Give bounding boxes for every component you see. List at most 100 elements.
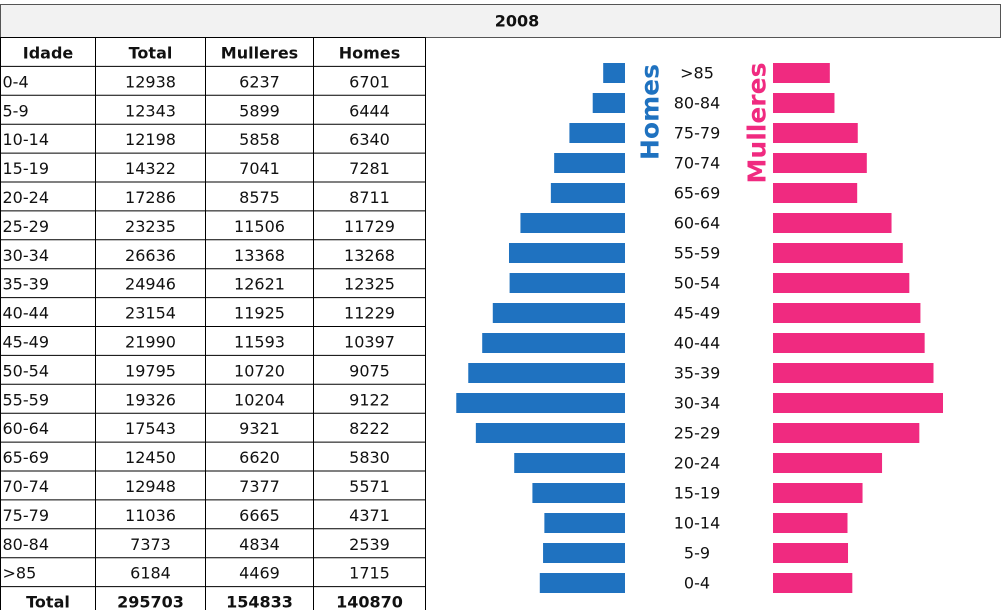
bar (773, 483, 863, 503)
table-cell: 10397 (344, 332, 395, 351)
table-cell: 13268 (344, 246, 395, 265)
bar (509, 273, 625, 293)
table-cell: 25-29 (3, 217, 50, 236)
bar (554, 153, 625, 173)
bar (520, 213, 625, 233)
table-cell: 12343 (125, 101, 176, 120)
sheet-title: 2008 (495, 12, 540, 31)
table-cell: 24946 (125, 275, 176, 294)
table-cell: 5899 (239, 101, 280, 120)
table-cell: 10720 (234, 361, 285, 380)
bar (508, 243, 625, 263)
table-cell: 6237 (239, 72, 280, 91)
age-label: 60-64 (674, 214, 721, 233)
age-label: 75-79 (674, 124, 721, 143)
table-cell: 10-14 (3, 130, 50, 149)
table-cell: 40-44 (3, 304, 50, 323)
table-cell: 9321 (239, 419, 280, 438)
bar (544, 513, 625, 533)
table-cell: 5830 (349, 448, 390, 467)
bar (773, 243, 903, 263)
table-cell: 13368 (234, 246, 285, 265)
bar (569, 123, 625, 143)
bar (773, 573, 853, 593)
table-cell: 11506 (234, 217, 285, 236)
table-cell: 11925 (234, 304, 285, 323)
table-cell: 12621 (234, 275, 285, 294)
header-cell: Total (26, 593, 70, 610)
table-cell: 5571 (349, 477, 390, 496)
bar (492, 303, 625, 323)
table-cell: 8575 (239, 188, 280, 207)
bar (539, 573, 625, 593)
table-cell: 60-64 (3, 419, 50, 438)
header-cell: 295703 (117, 593, 184, 610)
table-cell: 4469 (239, 564, 280, 583)
bar (773, 213, 892, 233)
table-cell: 11593 (234, 332, 285, 351)
table-cell: 9075 (349, 361, 390, 380)
table-cell: 80-84 (3, 535, 50, 554)
table-cell: 21990 (125, 332, 176, 351)
table-cell: 6340 (349, 130, 390, 149)
table-cell: 7041 (239, 159, 280, 178)
age-label: 80-84 (674, 94, 721, 113)
table-cell: 7373 (130, 535, 171, 554)
table-cell: 23235 (125, 217, 176, 236)
table-cell: 11229 (344, 304, 395, 323)
table-cell: 23154 (125, 304, 176, 323)
bar (773, 63, 830, 83)
table-cell: 12450 (125, 448, 176, 467)
table-cell: 12938 (125, 72, 176, 91)
header-cell: Mulleres (221, 43, 298, 62)
bar (773, 303, 921, 323)
table-cell: 14322 (125, 159, 176, 178)
table-cell: 5-9 (3, 101, 29, 120)
header-cell: Idade (23, 43, 74, 62)
age-label: 35-39 (674, 364, 721, 383)
bar (773, 153, 867, 173)
table-cell: 2539 (349, 535, 390, 554)
table-cell: 7281 (349, 159, 390, 178)
table-cell: 0-4 (3, 72, 29, 91)
table-cell: 30-34 (3, 246, 50, 265)
age-label: 55-59 (674, 244, 721, 263)
age-label: 65-69 (674, 184, 721, 203)
table-cell: 9122 (349, 390, 390, 409)
table-cell: 4834 (239, 535, 280, 554)
bar (773, 453, 883, 473)
bar (773, 543, 849, 563)
bar (773, 273, 910, 293)
age-label: 70-74 (674, 154, 721, 173)
table-cell: 6184 (130, 564, 171, 583)
age-label: 25-29 (674, 424, 721, 443)
title-row (0, 4, 1001, 38)
table-cell: 17543 (125, 419, 176, 438)
table-cell: 8222 (349, 419, 390, 438)
table-cell: 12198 (125, 130, 176, 149)
age-label: >85 (680, 64, 714, 83)
bar (468, 363, 625, 383)
table-cell: >85 (3, 564, 37, 583)
bar (773, 513, 848, 533)
bar (550, 183, 625, 203)
table-cell: 65-69 (3, 448, 50, 467)
table-cell: 12325 (344, 275, 395, 294)
bar (773, 333, 925, 353)
age-label: 40-44 (674, 334, 721, 353)
bar (456, 393, 625, 413)
age-label: 10-14 (674, 514, 721, 533)
bar (773, 183, 858, 203)
table-cell: 4371 (349, 506, 390, 525)
table-cell: 1715 (349, 564, 390, 583)
table-cell: 12948 (125, 477, 176, 496)
bar (543, 543, 625, 563)
table-cell: 55-59 (3, 390, 50, 409)
bar (514, 453, 625, 473)
table-cell: 17286 (125, 188, 176, 207)
table-cell: 6620 (239, 448, 280, 467)
table-cell: 11036 (125, 506, 176, 525)
bar (773, 423, 920, 443)
age-label: 30-34 (674, 394, 721, 413)
